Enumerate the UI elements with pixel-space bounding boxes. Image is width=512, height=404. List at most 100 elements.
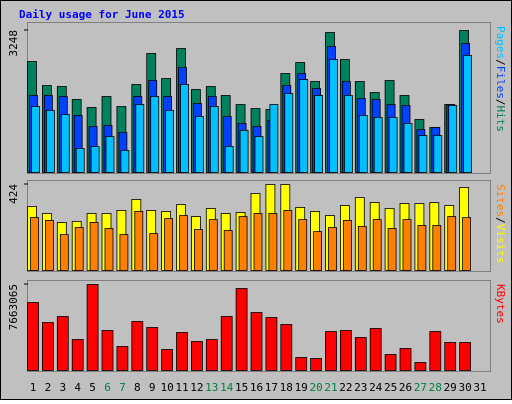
bar <box>208 219 218 271</box>
x-tick-label: 17 <box>265 381 278 394</box>
bar <box>30 217 39 271</box>
bar <box>194 116 204 173</box>
bar <box>357 226 367 271</box>
bar <box>325 331 337 371</box>
bar <box>104 228 114 271</box>
bar <box>417 225 427 271</box>
x-tick-label: 28 <box>429 381 442 394</box>
bar <box>358 115 368 173</box>
bar <box>60 114 70 173</box>
bar <box>354 337 367 371</box>
x-tick-label: 14 <box>220 381 234 394</box>
legend-separator: / <box>494 59 507 66</box>
bar <box>119 234 129 271</box>
bar <box>384 354 397 371</box>
bar <box>387 228 397 271</box>
bar <box>150 96 160 173</box>
bar <box>444 342 457 371</box>
bar <box>295 357 308 371</box>
x-tick-label: 18 <box>280 381 293 394</box>
x-tick-label: 31 <box>473 381 486 394</box>
bar <box>86 284 99 371</box>
bar <box>223 230 233 271</box>
legend-separator: / <box>494 217 507 224</box>
x-tick-label: 8 <box>134 381 141 394</box>
x-tick-label: 1 <box>30 381 37 394</box>
bar <box>56 316 69 371</box>
legend-entry: Pages <box>494 26 507 59</box>
bar <box>254 136 264 173</box>
bar <box>418 135 428 173</box>
bar <box>265 317 278 371</box>
bar <box>239 130 249 173</box>
bar <box>205 339 218 371</box>
bar <box>432 225 442 271</box>
bar <box>161 349 174 371</box>
x-tick-label: 19 <box>295 381 308 394</box>
legend: Pages/Files/Hits <box>494 26 507 132</box>
bar <box>269 104 279 173</box>
bar <box>89 222 99 271</box>
bar <box>402 219 412 271</box>
legend-separator: / <box>494 99 507 106</box>
x-tick-label: 26 <box>399 381 412 394</box>
x-tick-label: 30 <box>458 381 471 394</box>
bar <box>190 341 203 371</box>
bar <box>101 330 114 371</box>
legend-entry: Files <box>494 66 507 99</box>
bar <box>339 330 352 371</box>
x-tick-label: 11 <box>175 381 188 394</box>
bar <box>433 135 443 173</box>
bar <box>329 59 338 173</box>
x-tick-label: 20 <box>309 381 322 394</box>
bar <box>165 110 175 173</box>
bar <box>120 150 130 173</box>
bar <box>235 288 248 371</box>
bar <box>314 95 324 173</box>
bar <box>310 358 323 371</box>
bar <box>463 55 473 173</box>
legend-entry: KBytes <box>494 284 507 324</box>
bar <box>180 84 189 173</box>
legend-entry: Visits <box>494 224 507 264</box>
x-tick-label: 10 <box>160 381 173 394</box>
x-tick-label: 27 <box>414 381 427 394</box>
y-tick-label: 424 <box>7 184 20 204</box>
x-tick-label: 22 <box>339 381 352 394</box>
x-tick-label: 2 <box>45 381 52 394</box>
bar <box>280 324 293 371</box>
bar <box>74 227 84 271</box>
bar <box>220 316 233 371</box>
bar <box>369 328 382 371</box>
bar <box>343 95 353 173</box>
bar <box>42 322 54 371</box>
bar <box>179 215 188 271</box>
x-tick-label: 9 <box>149 381 156 394</box>
bar <box>45 220 54 271</box>
bar <box>283 210 293 271</box>
chart-title: Daily usage for June 2015 <box>19 8 185 21</box>
bar <box>146 327 159 371</box>
bar <box>75 148 85 173</box>
x-tick-label: 16 <box>250 381 263 394</box>
bar <box>328 227 337 271</box>
bar <box>388 117 398 173</box>
legend-entry: Sites <box>494 184 507 217</box>
bar <box>342 220 352 271</box>
bar <box>313 231 323 271</box>
bar <box>238 216 248 271</box>
bar <box>459 342 472 371</box>
bar <box>131 321 144 371</box>
bar <box>373 117 383 173</box>
bar <box>268 213 278 271</box>
bar <box>135 104 145 173</box>
bar <box>134 211 144 271</box>
bar <box>90 146 100 173</box>
x-tick-label: 4 <box>74 381 81 394</box>
bar <box>193 229 203 271</box>
x-tick-label: 6 <box>104 381 111 394</box>
bar <box>448 105 458 173</box>
x-tick-label: 25 <box>384 381 397 394</box>
legend: KBytes <box>494 284 507 324</box>
bar <box>447 216 457 271</box>
